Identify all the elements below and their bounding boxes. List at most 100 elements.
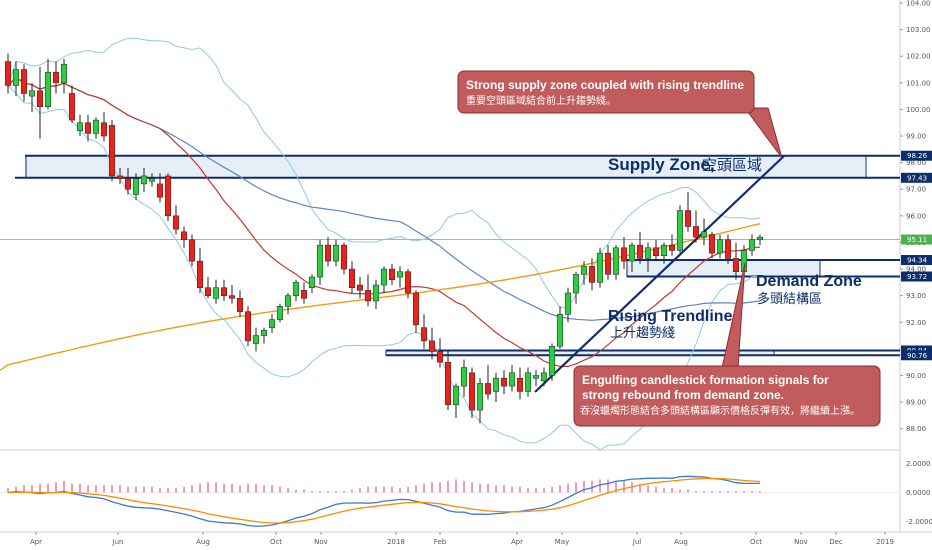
price-tick-label: 90.00 [906, 372, 926, 380]
price-tick-label: 92.00 [906, 319, 926, 327]
callout-top: Strong supply zone coupled with rising t… [457, 70, 783, 159]
candle-body [116, 175, 124, 179]
candle [148, 173, 156, 187]
candle-body [572, 274, 580, 294]
callout-top-box [457, 70, 755, 114]
candle [284, 293, 292, 315]
candle [604, 245, 612, 280]
candle [52, 61, 60, 94]
candle-body [396, 271, 404, 278]
candle-body [660, 244, 668, 257]
candle-body [516, 377, 524, 392]
candle [324, 237, 332, 267]
candle-body [668, 244, 676, 251]
macd-line [7, 475, 760, 527]
candle-body [252, 335, 260, 344]
macd-tick-label: 2.0000 [906, 460, 931, 468]
price-badge [901, 255, 932, 266]
candle-body [300, 290, 308, 299]
candle [364, 274, 372, 307]
candle-body [276, 306, 284, 320]
candle-body [364, 290, 372, 302]
candle-body [676, 210, 684, 251]
candle-body [524, 372, 532, 392]
candle [220, 279, 228, 301]
candle-body [308, 276, 316, 288]
candle-body [372, 284, 380, 302]
price-badge [901, 350, 932, 361]
candle-body [452, 385, 460, 406]
candle-body [164, 175, 172, 217]
callout-bottom-line2: strong rebound from demand zone. [582, 388, 784, 402]
candle-body [756, 236, 764, 241]
candle [628, 242, 636, 272]
time-tick-label: Jul [632, 538, 642, 546]
candle-body [484, 383, 492, 395]
candle [68, 85, 76, 123]
candle [316, 239, 324, 286]
price-badge-label: 95.11 [907, 236, 927, 244]
candle [516, 367, 524, 400]
candle [508, 364, 516, 392]
candle [12, 61, 20, 97]
candle [292, 279, 300, 301]
price-tick-label: 103.00 [906, 26, 931, 34]
price-tick-label: 102.00 [906, 53, 931, 61]
candle [380, 266, 388, 294]
candle-body [748, 239, 756, 251]
candle-body [492, 377, 500, 392]
candle [444, 351, 452, 411]
price-badge-label: 94.34 [907, 257, 928, 265]
candle [308, 274, 316, 294]
time-tick-label: Nov [314, 538, 328, 546]
candle [556, 306, 564, 349]
bollinger-upper [7, 37, 761, 309]
candle-body [628, 244, 636, 262]
candle [92, 117, 100, 139]
supply-zone-sub: 空頭區域 [702, 156, 762, 174]
price-tick-label: 96.00 [906, 212, 926, 220]
candle [484, 364, 492, 400]
candle [652, 239, 660, 262]
candle [620, 237, 628, 270]
candle [412, 290, 420, 333]
candle [668, 234, 676, 256]
candle-body [556, 314, 564, 347]
candle [188, 234, 196, 267]
candle-body [540, 372, 548, 382]
candle-body [260, 330, 268, 336]
candle [244, 306, 252, 347]
candle-body [340, 244, 348, 270]
price-tick-label: 94.00 [906, 266, 926, 274]
candle-body [420, 327, 428, 342]
price-tick-label: 97.00 [906, 186, 926, 194]
candle-body [284, 295, 292, 307]
rising-trendline [534, 155, 785, 393]
candle-body [316, 244, 324, 278]
candle [756, 234, 764, 246]
macd-tick-label: -2.0000 [906, 518, 932, 526]
candle [572, 271, 580, 304]
candle-body [100, 122, 108, 137]
candle [524, 367, 532, 397]
candle-body [620, 247, 628, 262]
candle-body [156, 183, 164, 198]
candle-body [292, 282, 300, 296]
candle-body [684, 210, 692, 227]
candle [340, 242, 348, 275]
candle-body [380, 268, 388, 286]
candle-body [412, 292, 420, 326]
candle-body [220, 287, 228, 296]
candle [84, 114, 92, 142]
candle-body [428, 340, 436, 352]
time-tick-label: Dec [829, 538, 843, 546]
callout-top-line2: 重要空頭區域結合前上升趨勢綫。 [466, 94, 616, 107]
time-tick-label: Feb [434, 538, 447, 546]
candle-body [36, 90, 44, 108]
price-tick-label: 93.00 [906, 292, 926, 300]
time-tick-label: Apr [511, 538, 523, 546]
candle-body [716, 239, 724, 254]
candle-body [404, 271, 412, 294]
candle [476, 378, 484, 424]
price-tick-label: 88.00 [906, 425, 926, 433]
